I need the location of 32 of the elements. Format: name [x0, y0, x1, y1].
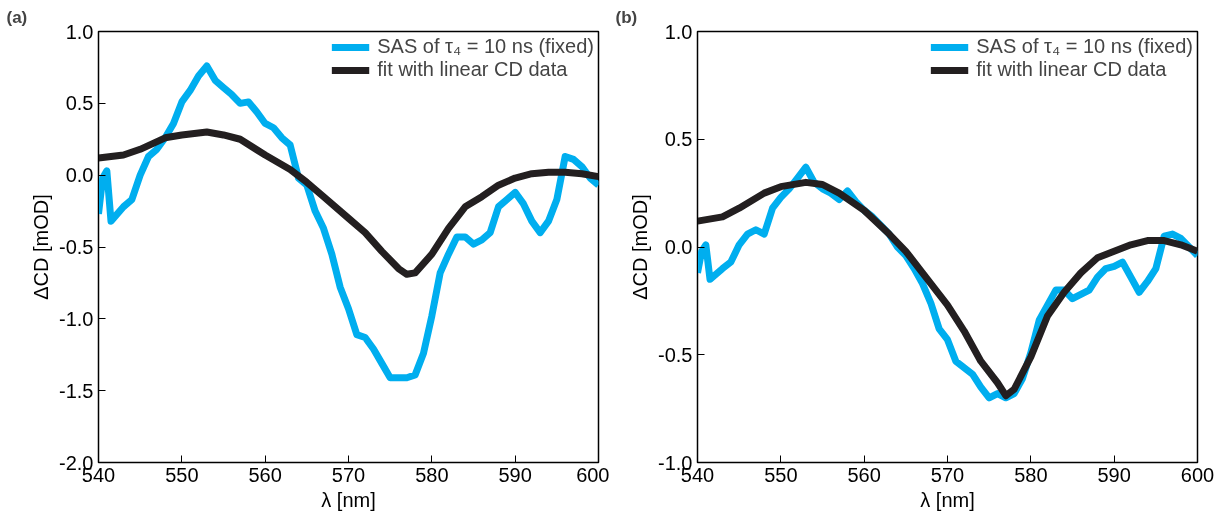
legend-label: SAS of τ₄ = 10 ns (fixed) — [377, 35, 594, 58]
y-tick-label: -0.5 — [658, 343, 693, 366]
y-axis-title: ΔCD [mOD] — [629, 194, 652, 300]
y-tick-label: 1.0 — [664, 20, 693, 43]
legend-label: fit with linear CD data — [377, 58, 568, 81]
y-tick-label: -1.0 — [59, 307, 94, 330]
y-tick-label: 0.0 — [664, 236, 693, 258]
x-axis-title: λ [nm] — [321, 488, 376, 511]
x-tick-label: 590 — [1097, 463, 1131, 486]
legend-label: SAS of τ₄ = 10 ns (fixed) — [976, 35, 1193, 58]
x-tick-label: 570 — [930, 463, 965, 486]
chart-title: (b) — [615, 7, 638, 27]
chart-title: (a) — [6, 7, 28, 27]
x-tick-label: 560 — [847, 463, 881, 486]
x-axis-title: λ [nm] — [920, 488, 975, 511]
y-tick-label: -1.5 — [59, 379, 94, 402]
legend-label: fit with linear CD data — [976, 58, 1167, 81]
y-tick-label: 0.5 — [664, 128, 693, 151]
x-tick-label: 600 — [576, 463, 610, 486]
y-tick-label: 1.0 — [65, 20, 94, 43]
x-tick-label: 550 — [764, 463, 798, 486]
y-tick-label: -0.5 — [59, 236, 94, 258]
y-axis-title: ΔCD [mOD] — [30, 194, 53, 300]
y-tick-label: 0.0 — [65, 164, 94, 187]
x-tick-label: 570 — [331, 463, 366, 486]
x-tick-label: 560 — [248, 463, 282, 486]
x-tick-label: 600 — [1180, 463, 1215, 486]
y-tick-label: 0.5 — [65, 92, 94, 115]
x-tick-label: 580 — [1014, 463, 1048, 486]
x-tick-label: 550 — [165, 463, 199, 486]
x-tick-label: 590 — [498, 463, 532, 486]
x-tick-label: 580 — [415, 463, 449, 486]
